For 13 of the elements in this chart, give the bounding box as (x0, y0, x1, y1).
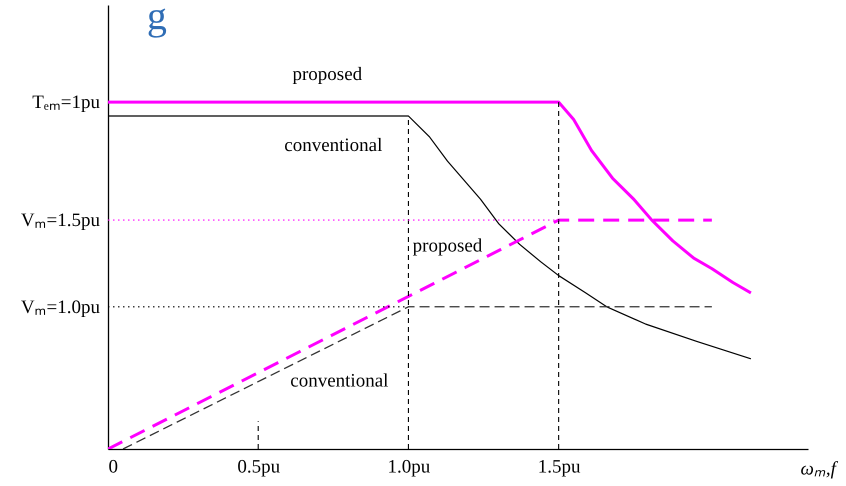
annotation: conventional (284, 135, 382, 156)
x-axis-title: ωₘ,f (800, 458, 839, 480)
annotation: Tₑₘ=1pu (32, 92, 100, 114)
x-tick-label: 0.5pu (237, 456, 281, 478)
x-tick-label: 1.5pu (538, 456, 582, 478)
annotation: Vₘ=1.0pu (20, 296, 100, 318)
annotation: proposed (412, 236, 483, 257)
x-tick-label: 1.0pu (388, 456, 431, 478)
annotation: Vₘ=1.5pu (20, 210, 100, 232)
annotation: conventional (290, 370, 388, 392)
annotation: proposed (292, 64, 363, 86)
x-tick-label: 0 (108, 456, 118, 478)
chart-title: g (146, 0, 167, 38)
